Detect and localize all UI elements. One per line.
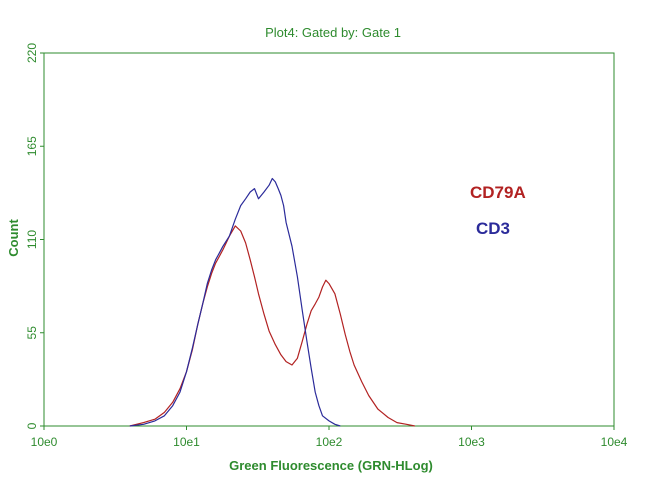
x-tick-label: 10e0: [31, 435, 58, 449]
x-tick-label: 10e1: [173, 435, 200, 449]
series-line-cd79a: [129, 225, 415, 427]
series-line-cd3: [129, 177, 341, 427]
y-axis-title: Count: [6, 219, 21, 257]
legend-label-cd3: CD3: [476, 219, 510, 238]
x-tick-label: 10e2: [316, 435, 343, 449]
y-tick-label: 220: [25, 43, 39, 63]
x-axis-title: Green Fluorescence (GRN-HLog): [229, 458, 433, 473]
y-tick-label: 110: [25, 230, 39, 249]
y-tick-label: 55: [25, 326, 39, 340]
series-layer: [129, 177, 415, 427]
y-axis: 0 55 110 165 220: [25, 43, 44, 429]
legend-label-cd79a: CD79A: [470, 183, 526, 202]
x-tick-label: 10e4: [601, 435, 628, 449]
x-tick-label: 10e3: [458, 435, 485, 449]
y-tick-label: 0: [25, 422, 39, 429]
chart-title: Plot4: Gated by: Gate 1: [265, 25, 401, 40]
y-tick-label: 165: [25, 136, 39, 156]
plot-area-frame: [43, 52, 615, 427]
x-axis: 10e0 10e1 10e2 10e3 10e4: [31, 426, 628, 449]
